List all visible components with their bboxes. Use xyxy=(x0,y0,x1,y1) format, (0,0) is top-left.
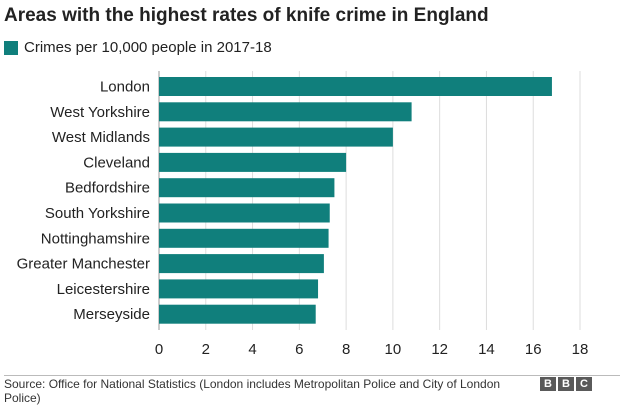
bbc-logo-letter: B xyxy=(540,377,556,391)
bar xyxy=(159,178,335,198)
bar xyxy=(159,77,552,96)
bar xyxy=(159,228,329,248)
x-tick-label: 8 xyxy=(342,341,350,358)
x-tick-labels: 0 2 4 6 8 10 12 14 16 18 xyxy=(155,341,589,358)
category-label: Nottinghamshire xyxy=(41,230,150,247)
x-tick-label: 6 xyxy=(295,341,303,358)
bar xyxy=(159,127,393,147)
category-label: West Midlands xyxy=(52,129,150,146)
x-tick-label: 2 xyxy=(202,341,210,358)
legend-label: Crimes per 10,000 people in 2017-18 xyxy=(24,39,272,56)
bar xyxy=(159,102,412,122)
bar-chart: London West Yorkshire West Midlands Clevela… xyxy=(17,71,589,358)
category-label: London xyxy=(100,79,150,96)
bar xyxy=(159,152,347,172)
category-label: Cleveland xyxy=(83,154,150,171)
x-tick-label: 18 xyxy=(572,341,589,358)
bbc-logo: B B C xyxy=(540,377,592,391)
x-tick-label: 0 xyxy=(155,341,163,358)
bars xyxy=(159,77,552,324)
bbc-logo-letter: C xyxy=(576,377,592,391)
category-label: West Yorkshire xyxy=(50,104,150,121)
footer-divider xyxy=(4,375,620,376)
legend: Crimes per 10,000 people in 2017-18 xyxy=(4,39,272,56)
x-tick-label: 16 xyxy=(525,341,542,358)
category-label: South Yorkshire xyxy=(45,205,150,222)
x-tick-label: 14 xyxy=(478,341,495,358)
chart-title: Areas with the highest rates of knife cr… xyxy=(4,5,489,26)
source-note: Source: Office for National Statistics (… xyxy=(4,377,501,405)
bar xyxy=(159,203,330,223)
category-label: Leicestershire xyxy=(57,281,150,298)
bar xyxy=(159,279,319,299)
category-label: Greater Manchester xyxy=(17,256,150,273)
category-label: Merseyside xyxy=(73,306,150,323)
x-tick-label: 12 xyxy=(431,341,448,358)
legend-swatch xyxy=(4,40,18,55)
x-tick-label: 10 xyxy=(385,341,402,358)
bar xyxy=(159,254,324,274)
bar xyxy=(159,304,316,324)
x-tick-label: 4 xyxy=(248,341,256,358)
bbc-logo-letter: B xyxy=(558,377,574,391)
category-label: Bedfordshire xyxy=(65,180,150,197)
category-labels: London West Yorkshire West Midlands Clevela… xyxy=(17,79,150,324)
